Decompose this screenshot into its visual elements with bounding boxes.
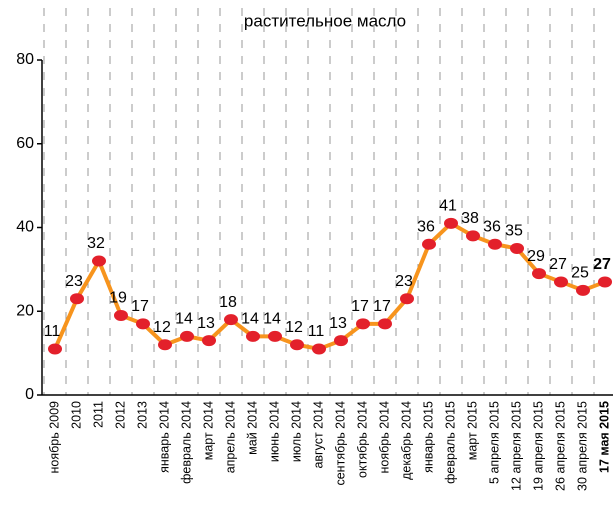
marker [48,343,62,355]
marker [334,335,348,347]
x-tick-label: февраль 2015 [443,401,457,484]
marker [532,268,546,280]
x-tick-label: май 2014 [245,401,259,455]
x-tick-label: ноябрь 2014 [377,401,391,474]
marker [356,318,370,330]
x-tick-label: 17 мая 2015 [597,401,611,473]
data-label: 36 [483,218,501,235]
x-tick-label: январь 2015 [421,401,435,473]
marker [70,293,84,305]
x-tick-label: август 2014 [311,401,325,469]
marker [246,330,260,342]
data-label: 19 [109,290,127,307]
x-tick-label: 2012 [113,401,127,429]
data-label: 13 [329,315,347,332]
x-tick-label: декабрь 2014 [399,401,413,480]
marker [202,335,216,347]
data-label: 17 [373,298,391,315]
marker [224,314,238,326]
x-tick-label: 30 апреля 2015 [575,401,589,491]
data-label: 11 [44,323,61,340]
x-tick-label: февраль 2014 [179,401,193,484]
data-label: 27 [549,256,567,273]
data-label: 12 [285,319,303,336]
x-tick-label: 19 апреля 2015 [531,401,545,491]
data-label: 23 [65,273,83,290]
x-tick-label: июнь 2014 [267,401,281,462]
data-label: 11 [308,323,325,340]
x-tick-label: октябрь 2014 [355,401,369,478]
y-tick-label: 80 [16,51,34,68]
y-tick-label: 60 [16,135,34,152]
marker [158,339,172,351]
data-label: 35 [505,223,523,240]
data-label: 17 [131,298,149,315]
marker [488,238,502,250]
x-tick-label: 12 апреля 2015 [509,401,523,491]
data-label: 14 [263,311,281,328]
data-label: 18 [219,294,237,311]
x-tick-label: 2011 [91,401,105,428]
data-label: 29 [527,248,545,265]
marker [180,330,194,342]
marker [510,242,524,254]
data-label: 13 [197,315,215,332]
marker [312,343,326,355]
marker [422,238,436,250]
x-tick-label: 5 апреля 2015 [487,401,501,484]
data-label: 17 [351,298,369,315]
y-tick-label: 40 [16,219,34,236]
data-label: 27 [593,256,611,273]
data-label: 25 [571,265,589,282]
marker [114,309,128,321]
marker [444,217,458,229]
x-tick-label: 26 апреля 2015 [553,401,567,491]
marker [92,255,106,267]
data-label: 12 [153,319,171,336]
marker [268,330,282,342]
marker [466,230,480,242]
x-tick-label: 2010 [69,401,83,429]
marker [598,276,612,288]
data-label: 36 [417,218,435,235]
x-tick-label: сентябрь 2014 [333,401,347,486]
marker [576,284,590,296]
x-tick-label: 2013 [135,401,149,429]
data-label: 14 [175,311,193,328]
x-tick-label: январь 2014 [157,401,171,473]
chart-title: растительное масло [244,11,406,30]
x-tick-label: март 2014 [201,401,215,460]
marker [136,318,150,330]
data-label: 41 [439,198,457,215]
marker [554,276,568,288]
marker [290,339,304,351]
data-label: 14 [241,311,259,328]
data-label: 23 [395,273,413,290]
data-label: 38 [461,210,479,227]
x-tick-label: ноябрь 2009 [47,401,61,474]
y-tick-label: 20 [16,302,34,319]
x-tick-label: июль 2014 [289,401,303,462]
marker [378,318,392,330]
data-label: 32 [87,235,105,252]
x-tick-label: апрель 2014 [223,401,237,473]
marker [400,293,414,305]
x-tick-label: март 2015 [465,401,479,460]
y-tick-label: 0 [25,386,34,403]
